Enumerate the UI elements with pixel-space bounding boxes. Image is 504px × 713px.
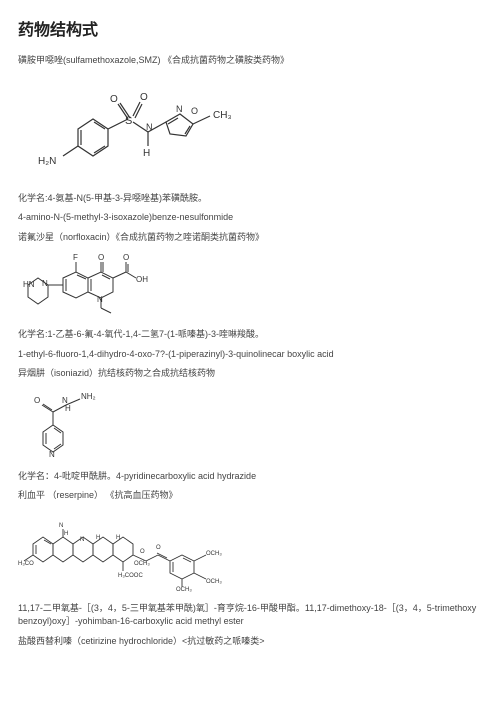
svg-text:H: H bbox=[64, 531, 68, 537]
svg-text:H: H bbox=[96, 535, 100, 541]
svg-text:OCH₃: OCH₃ bbox=[206, 551, 222, 557]
svg-text:N: N bbox=[49, 450, 55, 459]
eng-name: 4-amino-N-(5-methyl-3-isoxazole)benze-ne… bbox=[18, 211, 486, 225]
svg-text:OH: OH bbox=[136, 275, 148, 284]
drug-header: 异烟肼（isoniazid）抗结核药物之合成抗结核药物 bbox=[18, 367, 486, 381]
drug-header: 盐酸西替利嗪（cetirizine hydrochloride）<抗过敏药之哌嗪… bbox=[18, 635, 486, 649]
svg-text:S: S bbox=[125, 115, 132, 127]
svg-text:O: O bbox=[140, 92, 148, 103]
structure-norfloxacin: HN N F O O OH N bbox=[18, 250, 486, 320]
svg-text:H₃CO: H₃CO bbox=[18, 561, 34, 567]
structure-smz: H₂N S O O H N N O CH₃ bbox=[18, 74, 486, 184]
svg-text:O: O bbox=[34, 396, 40, 405]
structure-isoniazid: N O N H NH₂ bbox=[18, 387, 486, 462]
svg-text:O: O bbox=[156, 545, 161, 551]
svg-text:O: O bbox=[191, 106, 198, 116]
svg-text:H: H bbox=[65, 404, 71, 413]
structure-reserpine: H₃CO N H N H H H₃COOC O O OCH₃ OCH₃ OCH₃… bbox=[18, 509, 486, 594]
svg-text:O: O bbox=[110, 94, 118, 105]
svg-text:N: N bbox=[59, 523, 63, 529]
drug-header: 利血平 （reserpine） 《抗高血压药物》 bbox=[18, 489, 486, 503]
chem-name: 11,17-二甲氧基-［(3，4，5-三甲氧基苯甲酰)氧］-育亨烷-16-甲酸甲… bbox=[18, 602, 486, 629]
svg-text:OCH₃: OCH₃ bbox=[206, 579, 222, 585]
svg-text:N: N bbox=[176, 104, 183, 114]
chem-name: 化学名:1-乙基-6-氟-4-氧代-1,4-二氢7-(1-哌嗪基)-3-喹啉羧酸… bbox=[18, 328, 486, 342]
svg-text:N: N bbox=[97, 295, 103, 304]
svg-text:H: H bbox=[143, 148, 150, 159]
svg-text:N: N bbox=[42, 279, 48, 288]
svg-text:O: O bbox=[140, 549, 145, 555]
svg-text:H₂N: H₂N bbox=[38, 156, 56, 167]
svg-text:NH₂: NH₂ bbox=[81, 392, 96, 401]
svg-text:H₃COOC: H₃COOC bbox=[118, 573, 143, 579]
svg-text:O: O bbox=[98, 253, 104, 262]
chem-name: 化学名：4-吡啶甲酰肼。4-pyridinecarboxylic acid hy… bbox=[18, 470, 486, 484]
eng-name: 1-ethyl-6-fluoro-1,4-dihydro-4-oxo-7?-(1… bbox=[18, 348, 486, 362]
svg-text:N: N bbox=[80, 537, 84, 543]
svg-text:OCH₃: OCH₃ bbox=[176, 587, 192, 593]
svg-text:OCH₃: OCH₃ bbox=[134, 561, 150, 567]
svg-text:N: N bbox=[146, 122, 153, 132]
page-title: 药物结构式 bbox=[18, 16, 486, 40]
svg-text:H: H bbox=[116, 535, 120, 541]
chem-name: 化学名:4-氨基-N(5-甲基-3-异噁唑基)苯磺酰胺。 bbox=[18, 192, 486, 206]
drug-header: 磺胺甲噁唑(sulfamethoxazole,SMZ) 《合成抗菌药物之磺胺类药… bbox=[18, 54, 486, 68]
svg-text:HN: HN bbox=[23, 280, 35, 289]
svg-text:F: F bbox=[73, 253, 78, 262]
svg-text:O: O bbox=[123, 253, 129, 262]
drug-header: 诺氟沙星（norfloxacin）《合成抗菌药物之喹诺酮类抗菌药物》 bbox=[18, 231, 486, 245]
svg-text:CH₃: CH₃ bbox=[213, 110, 232, 121]
